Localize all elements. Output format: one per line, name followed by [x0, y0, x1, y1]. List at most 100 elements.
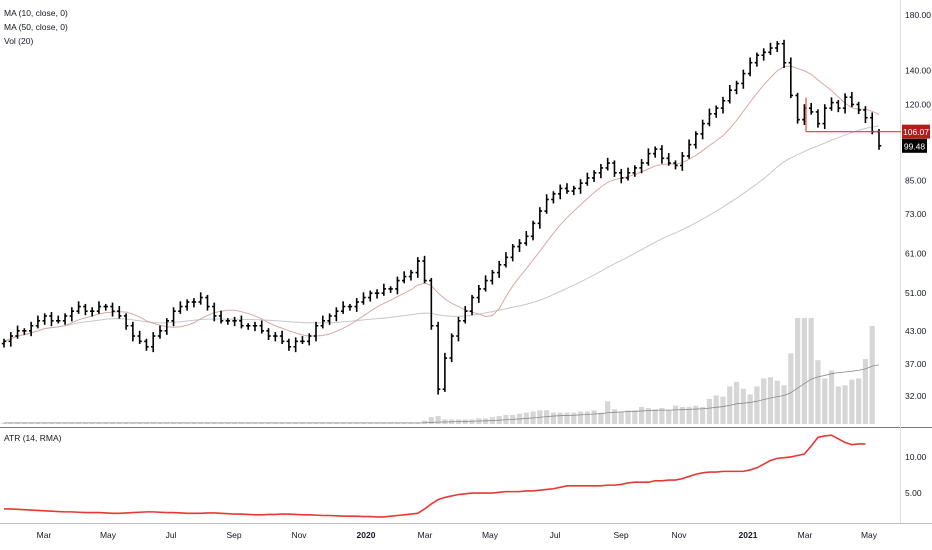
- ma10-path: [3, 65, 880, 342]
- time-tick-label: Jul: [550, 530, 561, 540]
- price-tick-label: 120.00: [905, 99, 931, 109]
- volume-bar: [564, 412, 570, 424]
- price-tick-label: 140.00: [905, 65, 931, 75]
- ohlc-bar: [361, 292, 366, 305]
- ohlc-bars[interactable]: [1, 39, 882, 395]
- legend-ma10[interactable]: MA (10, close, 0): [4, 8, 68, 18]
- ohlc-bar: [225, 318, 231, 325]
- ohlc-bar: [707, 108, 712, 127]
- volume-bar: [815, 360, 821, 424]
- ohlc-bar: [469, 294, 475, 316]
- volume-bar: [354, 422, 360, 424]
- ohlc-bar: [612, 160, 617, 177]
- atr-axis[interactable]: 10.00 5.00: [905, 452, 927, 498]
- legend-volume[interactable]: Vol (20): [4, 36, 34, 46]
- volume-bar: [259, 422, 265, 424]
- horizontal-price-line[interactable]: [805, 97, 901, 133]
- ohlc-bar: [232, 316, 237, 327]
- ohlc-bar: [252, 321, 258, 332]
- ohlc-bar: [598, 163, 604, 179]
- volume-bar: [394, 422, 401, 424]
- ohlc-bar: [300, 336, 305, 344]
- ohlc-bar: [747, 57, 753, 77]
- volume-bar: [116, 422, 122, 424]
- time-tick-label: Mar: [798, 530, 813, 540]
- ohlc-bar: [205, 294, 210, 311]
- ohlc-bar: [605, 157, 610, 171]
- time-tick-label: May: [482, 530, 499, 540]
- ohlc-bar: [429, 277, 434, 330]
- ohlc-bar: [768, 42, 773, 55]
- volume-bar: [577, 411, 584, 424]
- ohlc-bar: [381, 283, 387, 296]
- volume-bar: [869, 325, 875, 424]
- volume-bar: [550, 412, 557, 424]
- ohlc-bar: [727, 84, 732, 104]
- ohlc-bar: [836, 99, 841, 113]
- volume-bar: [835, 386, 841, 424]
- ohlc-bar: [849, 91, 855, 108]
- ohlc-bar: [388, 286, 393, 293]
- volume-bar: [408, 422, 414, 424]
- ohlc-bar: [483, 275, 488, 292]
- ohlc-bar: [537, 207, 543, 229]
- ohlc-bar: [585, 172, 590, 186]
- ohlc-bar: [212, 302, 217, 322]
- time-tick-label: Sep: [226, 530, 241, 540]
- volume-bar: [109, 422, 116, 424]
- last-price-label: 99.48: [902, 138, 927, 153]
- volume-bar: [591, 410, 597, 424]
- volume-bar: [557, 412, 563, 424]
- ohlc-bar: [293, 337, 298, 353]
- ohlc-bar: [781, 39, 787, 69]
- ohlc-bar: [517, 239, 522, 252]
- ohlc-bar: [62, 313, 68, 325]
- volume-bar: [279, 422, 285, 424]
- ohlc-bar: [815, 109, 821, 128]
- volume-bar: [374, 422, 380, 424]
- volume-bar: [862, 359, 869, 424]
- ohlc-bar: [463, 305, 468, 324]
- volume-bar: [733, 381, 740, 424]
- volume-bar: [143, 422, 150, 424]
- price-tick-label: 32.00: [905, 391, 927, 401]
- volume-bar: [272, 422, 278, 424]
- ohlc-bar: [754, 52, 760, 67]
- volume-bar: [740, 388, 746, 424]
- atr-tick-label: 10.00: [905, 452, 927, 462]
- legend-ma50[interactable]: MA (50, close, 0): [4, 22, 68, 32]
- ohlc-bar: [56, 315, 61, 324]
- ohlc-bar: [551, 191, 556, 204]
- volume-bar: [693, 405, 699, 424]
- legend-atr[interactable]: ATR (14, RMA): [4, 433, 62, 443]
- volume-bar: [225, 422, 231, 424]
- volume-bar: [21, 422, 27, 424]
- ohlc-bar: [632, 165, 638, 177]
- ohlc-bar: [476, 284, 482, 303]
- volume-bar: [381, 422, 387, 424]
- ohlc-bar: [741, 69, 746, 89]
- ohlc-bar: [788, 57, 794, 99]
- price-axis[interactable]: 180.00 140.00 120.00 85.00 73.00 61.00 51.00 43…: [905, 10, 931, 401]
- volume-bar: [198, 422, 204, 424]
- ohlc-bar: [198, 292, 203, 305]
- ohlc-bar: [157, 325, 163, 339]
- time-axis[interactable]: Mar May Jul Sep Nov 2020 Mar May Jul Sep Nov 2021 Ma…: [37, 530, 878, 540]
- atr-path: [4, 434, 866, 518]
- volume-bar: [659, 408, 665, 424]
- time-tick-label: Mar: [37, 530, 52, 540]
- volume-ma-path: [4, 364, 880, 424]
- ohlc-bar: [313, 321, 319, 342]
- time-tick-label: Mar: [418, 530, 433, 540]
- volume-bar: [265, 422, 272, 424]
- ohlc-bar: [496, 260, 502, 278]
- volume-bar: [761, 378, 767, 424]
- volume-bar: [191, 422, 197, 424]
- price-tick-label: 85.00: [905, 176, 927, 186]
- volume-bar: [632, 410, 638, 424]
- ohlc-bar: [42, 313, 47, 325]
- ohlc-bar: [456, 316, 461, 342]
- volume-bar: [618, 411, 624, 424]
- ohlc-bar: [144, 338, 149, 351]
